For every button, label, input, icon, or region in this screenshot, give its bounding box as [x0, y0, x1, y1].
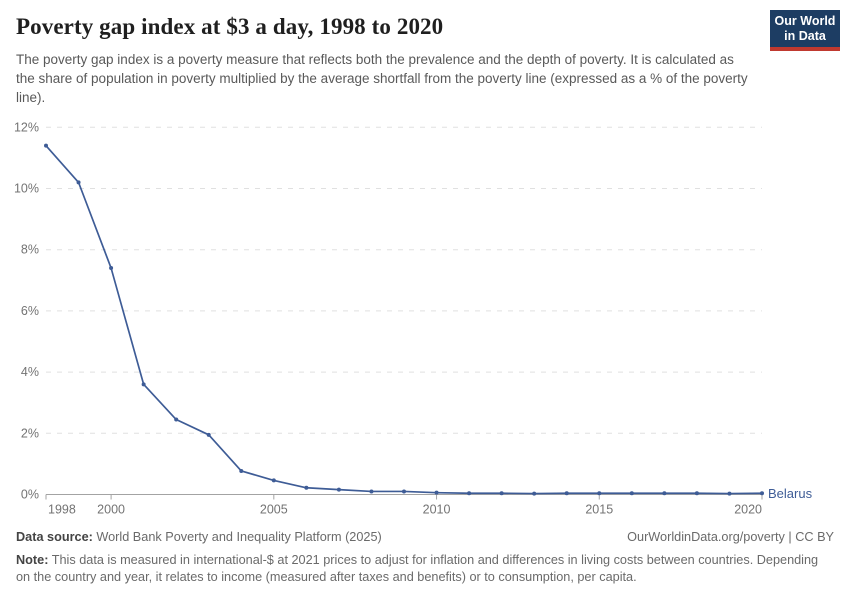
- data-point[interactable]: [597, 491, 602, 496]
- owid-logo[interactable]: Our World in Data: [770, 10, 840, 51]
- x-tick-label: 2020: [734, 503, 762, 517]
- y-tick-label: 10%: [14, 182, 39, 196]
- data-point[interactable]: [662, 491, 667, 496]
- chart-area[interactable]: 0% 2% 4% 6% 8% 10% 12% 1998 2000 2005 2010 2015 2020…: [0, 118, 850, 522]
- data-point[interactable]: [141, 382, 146, 387]
- y-tick-label: 6%: [21, 304, 39, 318]
- source-row: Data source: World Bank Poverty and Ineq…: [16, 529, 834, 547]
- data-point[interactable]: [76, 180, 81, 185]
- x-tick-label: 2000: [97, 503, 125, 517]
- y-tick-label: 0%: [21, 488, 39, 502]
- data-point[interactable]: [239, 468, 244, 473]
- data-point[interactable]: [336, 487, 341, 492]
- y-tick-label: 12%: [14, 120, 39, 134]
- data-point[interactable]: [206, 432, 211, 437]
- data-point[interactable]: [532, 491, 537, 496]
- data-point[interactable]: [402, 489, 406, 494]
- data-source-text: World Bank Poverty and Inequality Platfo…: [92, 530, 382, 544]
- data-point[interactable]: [434, 490, 439, 495]
- data-point[interactable]: [727, 491, 732, 496]
- y-tick-label: 8%: [21, 243, 39, 257]
- data-point[interactable]: [629, 491, 634, 496]
- data-point[interactable]: [760, 491, 764, 496]
- license-link[interactable]: OurWorldinData.org/poverty | CC BY: [627, 530, 834, 544]
- y-tick-label: 4%: [21, 365, 39, 379]
- data-point[interactable]: [564, 491, 569, 496]
- data-point[interactable]: [467, 491, 472, 496]
- data-point[interactable]: [271, 478, 276, 483]
- y-tick-label: 2%: [21, 426, 39, 440]
- entity-label[interactable]: Belarus: [768, 486, 813, 501]
- trend-line[interactable]: [45, 145, 763, 495]
- x-tick-label: 2010: [423, 503, 451, 517]
- x-tick-label: 2005: [260, 503, 288, 517]
- owid-logo-line1: Our World: [774, 13, 836, 28]
- note-text: This data is measured in international-$…: [16, 552, 819, 585]
- x-tick-label: 2015: [585, 503, 613, 517]
- chart-footer: Data source: World Bank Poverty and Ineq…: [16, 529, 834, 587]
- x-tick-label: 1998: [48, 503, 76, 517]
- data-point[interactable]: [499, 491, 504, 496]
- data-source: Data source: World Bank Poverty and Ineq…: [16, 529, 382, 547]
- owid-logo-line2: in Data: [784, 28, 826, 43]
- data-point[interactable]: [694, 491, 699, 496]
- data-point[interactable]: [304, 485, 309, 490]
- page-title: Poverty gap index at $3 a day, 1998 to 2…: [16, 14, 444, 39]
- note: Note: This data is measured in internati…: [16, 552, 834, 587]
- data-point[interactable]: [369, 489, 374, 494]
- data-source-label: Data source:: [16, 530, 93, 544]
- note-label: Note:: [16, 552, 49, 567]
- data-point[interactable]: [174, 417, 179, 422]
- line-chart: 0% 2% 4% 6% 8% 10% 12% 1998 2000 2005 2010 2015 2020…: [14, 120, 813, 517]
- data-point[interactable]: [109, 266, 114, 271]
- data-point[interactable]: [44, 143, 48, 148]
- chart-subtitle: The poverty gap index is a poverty measu…: [16, 52, 748, 105]
